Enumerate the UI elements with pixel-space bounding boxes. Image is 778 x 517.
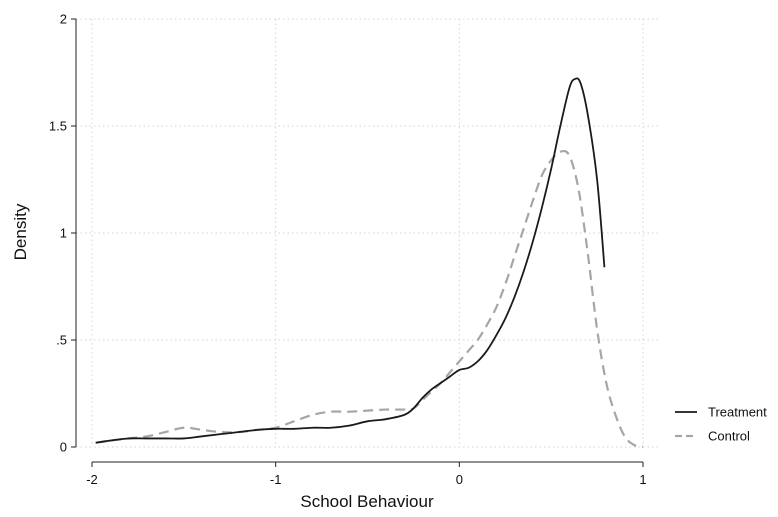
x-tick-label: 1 (639, 472, 646, 487)
legend-label-treatment: Treatment (708, 405, 767, 420)
grid (76, 18, 660, 448)
series-lines (95, 77, 644, 449)
x-tick-label: 0 (456, 472, 463, 487)
series-line-control (95, 149, 644, 449)
legend: Treatment Control (675, 405, 767, 444)
series-line-treatment (95, 77, 606, 444)
y-axis-title: Density (11, 203, 30, 260)
x-tick-label: -1 (270, 472, 282, 487)
x-axis-ticks: -2 -1 0 1 (86, 462, 647, 487)
y-tick-label: 1.5 (49, 119, 67, 134)
x-axis-title: School Behaviour (300, 492, 434, 511)
y-tick-label: 1 (60, 226, 67, 241)
y-tick-label: 2 (60, 12, 67, 27)
y-tick-label: 0 (60, 440, 67, 455)
legend-label-control: Control (708, 429, 750, 444)
y-tick-label: .5 (56, 333, 67, 348)
x-tick-label: -2 (86, 472, 98, 487)
y-axis-ticks: 0 .5 1 1.5 2 (49, 12, 76, 455)
